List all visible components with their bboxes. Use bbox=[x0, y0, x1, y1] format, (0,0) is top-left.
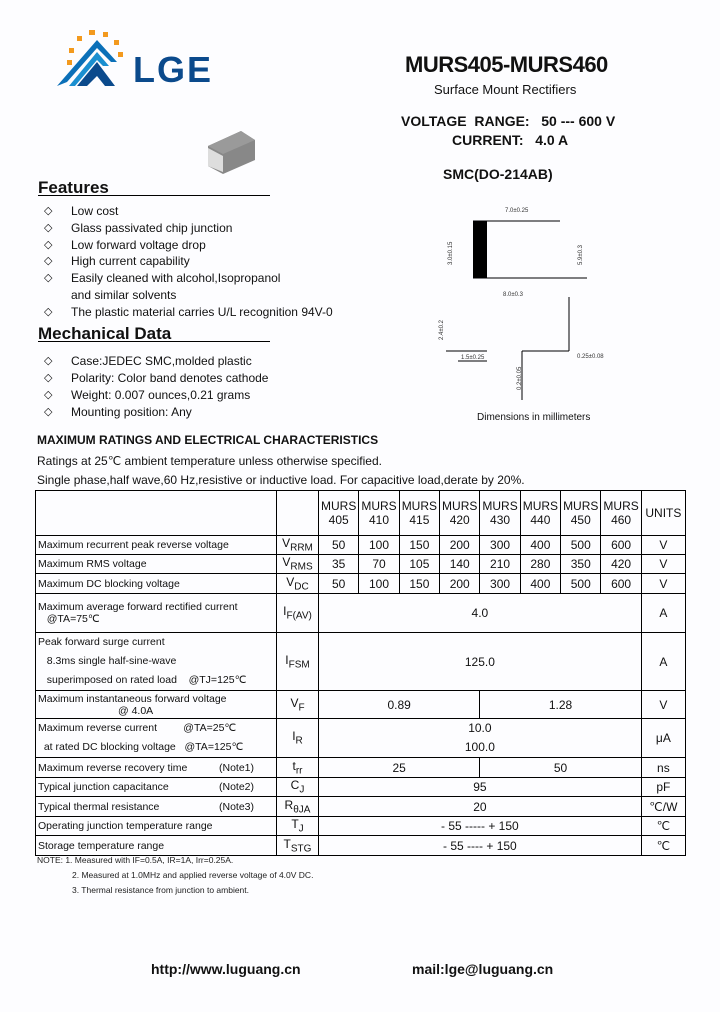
email-link[interactable]: mail:lge@luguang.cn bbox=[412, 961, 554, 977]
diamond-icon: ◇ bbox=[44, 355, 53, 367]
svg-text:7.0±0.25: 7.0±0.25 bbox=[505, 208, 529, 214]
table-row: Typical junction capacitance (Note2) CJ 95 p… bbox=[35, 777, 687, 797]
feature-item: ◇ Low cost bbox=[44, 204, 119, 218]
model-header: MURS 410 bbox=[358, 490, 400, 536]
ratings-condition-2: Single phase,half wave,60 Hz,resistive o… bbox=[37, 473, 525, 487]
logo-dots-icon bbox=[67, 30, 123, 65]
table-row: Peak forward surge current 8.3ms single … bbox=[35, 632, 687, 691]
svg-text:1.5±0.25: 1.5±0.25 bbox=[461, 355, 485, 361]
model-header: MURS 415 bbox=[398, 490, 441, 536]
logo-mountain-icon bbox=[57, 40, 117, 86]
features-list: ◇ Low cost ◇ Glass passivated chip junctio… bbox=[38, 203, 368, 321]
table-row: Maximum reverse current @TA=25℃ at rated… bbox=[35, 718, 687, 758]
table-row: Maximum reverse recovery time (Note1) trr 2… bbox=[35, 757, 687, 778]
page-subtitle: Surface Mount Rectifiers bbox=[434, 82, 577, 97]
table-row: Maximum recurrent peak reverse voltage VR… bbox=[35, 535, 687, 555]
diamond-icon: ◇ bbox=[44, 238, 53, 251]
table-row: Maximum average forward rectified curren… bbox=[35, 593, 687, 633]
model-header: MURS 430 bbox=[479, 490, 521, 536]
current-rating: CURRENT: 4.0 A bbox=[452, 132, 569, 148]
units-header: UNITS bbox=[640, 490, 687, 536]
diamond-icon: ◇ bbox=[44, 372, 53, 384]
table-row: Maximum RMS voltage VRMS 35 70 105 140 210 280… bbox=[35, 554, 687, 574]
features-divider bbox=[38, 195, 270, 196]
model-header: MURS 450 bbox=[560, 490, 602, 536]
model-header: MURS 460 bbox=[600, 490, 642, 536]
svg-text:0.25±0.08: 0.25±0.08 bbox=[577, 354, 604, 360]
features-heading: Features bbox=[38, 178, 109, 197]
model-header: MURS 420 bbox=[439, 490, 481, 536]
table-header-row: MURS 405 MURS 410 MURS 415 MURS 420 MURS 430 … bbox=[35, 490, 687, 536]
diamond-icon: ◇ bbox=[44, 389, 53, 401]
svg-text:8.0±0.3: 8.0±0.3 bbox=[503, 292, 524, 298]
ratings-heading: MAXIMUM RATINGS AND ELECTRICAL CHARACTER… bbox=[37, 433, 379, 447]
feature-item: and similar solvents bbox=[71, 287, 177, 302]
feature-item: ◇ Glass passivated chip junction bbox=[44, 220, 233, 235]
diagram-caption: Dimensions in millimeters bbox=[477, 412, 591, 423]
component-image bbox=[208, 131, 255, 174]
model-header: MURS 405 bbox=[317, 490, 360, 536]
svg-text:5.9±0.3: 5.9±0.3 bbox=[578, 244, 584, 265]
page-title: MURS405-MURS460 bbox=[405, 52, 608, 77]
feature-item: ◇ Low forward voltage drop bbox=[44, 237, 206, 252]
diamond-icon: ◇ bbox=[44, 272, 53, 285]
lge-logo: LGE bbox=[57, 30, 213, 90]
feature-item: ◇ Easily cleaned with alcohol,Isopropanol bbox=[44, 271, 281, 286]
mechanical-list: ◇ Case:JEDEC SMC,molded plastic ◇ Polarity… bbox=[38, 353, 368, 421]
table-row: Typical thermal resistance (Note3) RθJA 20 ℃… bbox=[35, 796, 687, 817]
package-dimension-diagram: 7.0±0.25 3.0±0.15 5.9±0.3 8.0±0.3 2.4±0.… bbox=[439, 208, 604, 400]
voltage-range: VOLTAGE RANGE: 50 --- 600 V bbox=[401, 113, 616, 129]
diamond-icon: ◇ bbox=[44, 205, 53, 217]
package-name: SMC(DO-214AB) bbox=[443, 166, 553, 182]
mech-item: ◇ Weight: 0.007 ounces,0.21 grams bbox=[44, 388, 251, 402]
diamond-icon: ◇ bbox=[44, 305, 53, 318]
svg-text:0.2±0.05: 0.2±0.05 bbox=[517, 366, 523, 390]
mech-item: ◇ Case:JEDEC SMC,molded plastic bbox=[44, 354, 252, 368]
cathode-band bbox=[473, 221, 487, 278]
table-row: Maximum DC blocking voltage VDC 50 100 150 2… bbox=[35, 573, 687, 594]
mech-item: ◇ Mounting position: Any bbox=[44, 405, 192, 419]
website-link[interactable]: http://www.luguang.cn bbox=[151, 961, 301, 977]
ratings-condition-1: Ratings at 25℃ ambient temperature unles… bbox=[37, 454, 382, 468]
ratings-table: MURS 405 MURS 410 MURS 415 MURS 420 MURS 430 … bbox=[35, 490, 687, 856]
table-row: Storage temperature range TSTG - 55 ---- +… bbox=[35, 835, 687, 856]
model-header: MURS 440 bbox=[519, 490, 562, 536]
feature-item: ◇ The plastic material carries U/L recogn… bbox=[44, 304, 333, 319]
table-row: Operating junction temperature range TJ - … bbox=[35, 816, 687, 836]
diamond-icon: ◇ bbox=[44, 406, 53, 418]
mech-item: ◇ Polarity: Color band denotes cathode bbox=[44, 371, 269, 385]
logo-text: LGE bbox=[133, 49, 213, 90]
mechanical-heading: Mechanical Data bbox=[38, 324, 172, 343]
diamond-icon: ◇ bbox=[44, 255, 53, 268]
svg-text:2.4±0.2: 2.4±0.2 bbox=[439, 319, 445, 340]
svg-text:3.0±0.15: 3.0±0.15 bbox=[448, 241, 454, 265]
table-row: Maximum instantaneous forward voltage @ 4… bbox=[35, 690, 687, 719]
diamond-icon: ◇ bbox=[44, 221, 53, 234]
mechanical-divider bbox=[38, 341, 270, 342]
notes: NOTE: 1. Measured with IF=0.5A, IR=1A, I… bbox=[37, 855, 314, 895]
feature-item: ◇ High current capability bbox=[44, 254, 190, 269]
